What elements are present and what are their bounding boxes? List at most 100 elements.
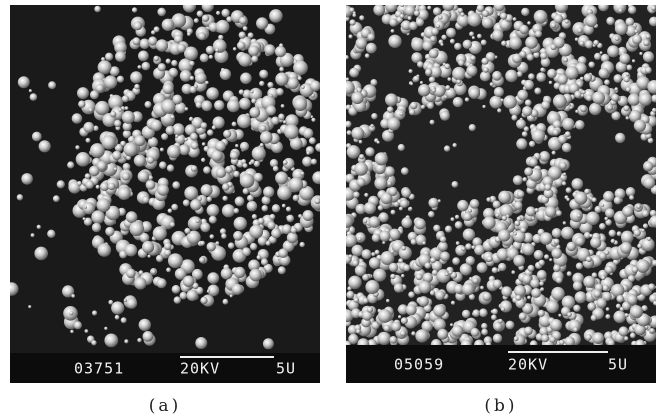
particle [191, 165, 198, 172]
particle [279, 67, 284, 72]
particle [643, 223, 648, 228]
particle [166, 59, 171, 64]
particle [629, 195, 634, 200]
particle [498, 191, 511, 204]
particle [520, 227, 526, 233]
particle [221, 9, 229, 17]
particle [189, 117, 193, 121]
particle [195, 72, 207, 84]
particle [351, 92, 363, 104]
particle [529, 158, 538, 167]
particle [195, 337, 207, 349]
particle [563, 57, 568, 62]
particle [604, 250, 609, 255]
particle [270, 214, 276, 220]
particle [584, 73, 592, 81]
particle [494, 87, 504, 97]
particle [85, 329, 89, 333]
particle [511, 270, 515, 274]
particle [615, 133, 625, 143]
particle [428, 211, 435, 218]
particle [434, 318, 446, 330]
particle [391, 322, 401, 332]
particle [492, 267, 498, 273]
particle [559, 162, 567, 170]
particle [611, 284, 624, 297]
particle [570, 209, 583, 222]
particle [483, 67, 489, 73]
particle [437, 269, 451, 283]
particle [448, 270, 452, 274]
particle [85, 180, 94, 189]
particle [375, 152, 388, 165]
particle [243, 163, 248, 168]
particle [646, 34, 651, 39]
particle [536, 72, 546, 82]
particle [228, 242, 235, 249]
particle [159, 161, 167, 169]
particle [585, 15, 597, 27]
particle [32, 132, 42, 142]
particle [189, 61, 195, 67]
particle [348, 276, 362, 290]
particle [477, 262, 488, 273]
particle [122, 111, 135, 124]
particle [437, 329, 448, 340]
particle [207, 204, 220, 217]
particle [168, 209, 173, 214]
particle [498, 230, 510, 242]
particle [385, 93, 398, 106]
particle [440, 251, 450, 261]
particle [354, 297, 359, 302]
particle [547, 69, 557, 79]
particle [142, 62, 151, 71]
particle [468, 209, 472, 213]
particle [469, 87, 481, 99]
particle [216, 167, 227, 178]
particle [427, 102, 434, 109]
particle [76, 152, 91, 167]
particle [269, 9, 283, 23]
particle [632, 34, 642, 44]
particle [435, 291, 445, 301]
particle [94, 6, 101, 13]
particle [97, 198, 111, 212]
particle [577, 27, 583, 33]
particle [469, 124, 476, 131]
particle [370, 79, 377, 86]
particle [466, 65, 477, 76]
particle [356, 38, 368, 50]
particle [601, 275, 606, 280]
particle [118, 187, 131, 200]
particle [266, 105, 276, 115]
particle [369, 216, 381, 228]
particle [436, 24, 440, 28]
particle [401, 167, 409, 175]
particle [240, 173, 255, 188]
particle [390, 274, 395, 279]
particle [427, 6, 431, 10]
particle [216, 241, 220, 245]
particle [191, 142, 199, 150]
particle [222, 196, 227, 201]
particle [563, 221, 566, 224]
particle [126, 211, 138, 223]
particle [604, 217, 608, 221]
particle [150, 120, 162, 132]
particle [527, 54, 534, 61]
particle [636, 204, 641, 209]
particle [281, 104, 285, 108]
particle [172, 95, 182, 105]
particle [250, 243, 257, 250]
particle [311, 159, 317, 165]
particle [634, 229, 641, 236]
particle [477, 34, 482, 39]
particle [153, 226, 167, 240]
particle [470, 55, 476, 61]
particle [119, 108, 122, 111]
particle [607, 45, 619, 57]
particle [534, 250, 544, 260]
particle [611, 239, 616, 244]
particle [544, 254, 549, 259]
particle [359, 15, 364, 20]
